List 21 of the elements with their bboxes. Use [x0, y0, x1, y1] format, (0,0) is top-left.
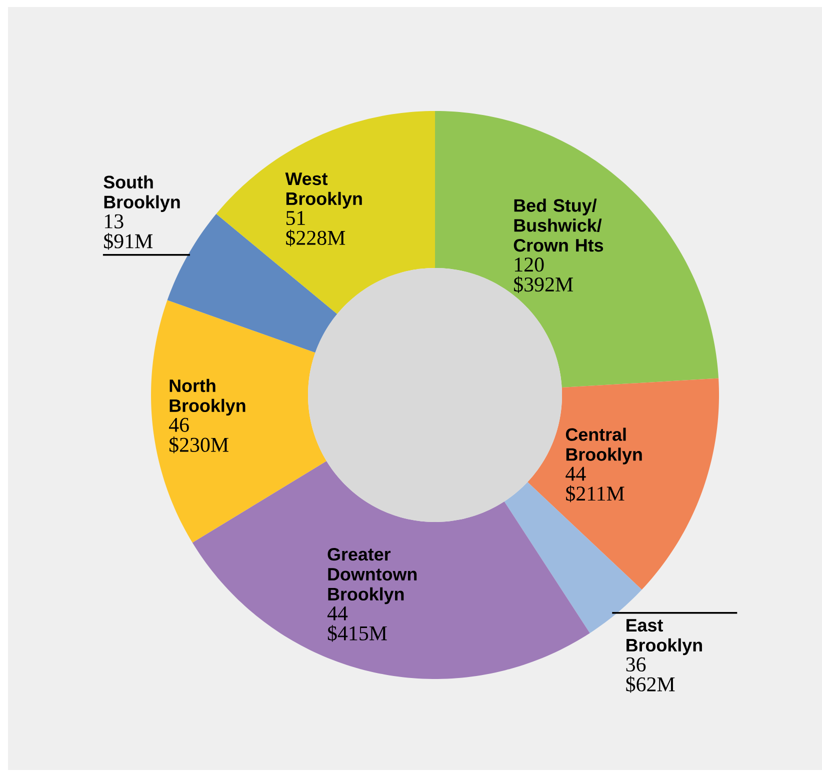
data-label: $91M [104, 232, 153, 250]
text: 13 [105, 214, 124, 228]
slice-label: South Brooklyn [104, 175, 180, 212]
data-label: $211M [566, 485, 624, 502]
text: 46 [169, 418, 189, 432]
slice-label: North Brooklyn [170, 378, 246, 416]
data-label: $392M [514, 276, 573, 293]
slice-label: Bed Stuy/ Bushwick/ Crown Hts [514, 198, 604, 252]
slice-label: Greater Downtown Brooklyn [328, 548, 417, 604]
slice-label: Central Brooklyn [566, 428, 642, 464]
data-label: $62M [626, 676, 675, 693]
data-label: $228M [286, 230, 346, 246]
text: 36 [626, 657, 646, 672]
text: 44 [327, 606, 348, 620]
text: 44 [566, 466, 586, 481]
data-label: $230M [170, 436, 228, 454]
data-label: $415M [328, 625, 387, 642]
slice-label: East Brooklyn [626, 619, 702, 656]
slice-label: West Brooklyn [285, 172, 362, 209]
text: 120 [514, 258, 544, 272]
text: 51 [286, 211, 305, 226]
